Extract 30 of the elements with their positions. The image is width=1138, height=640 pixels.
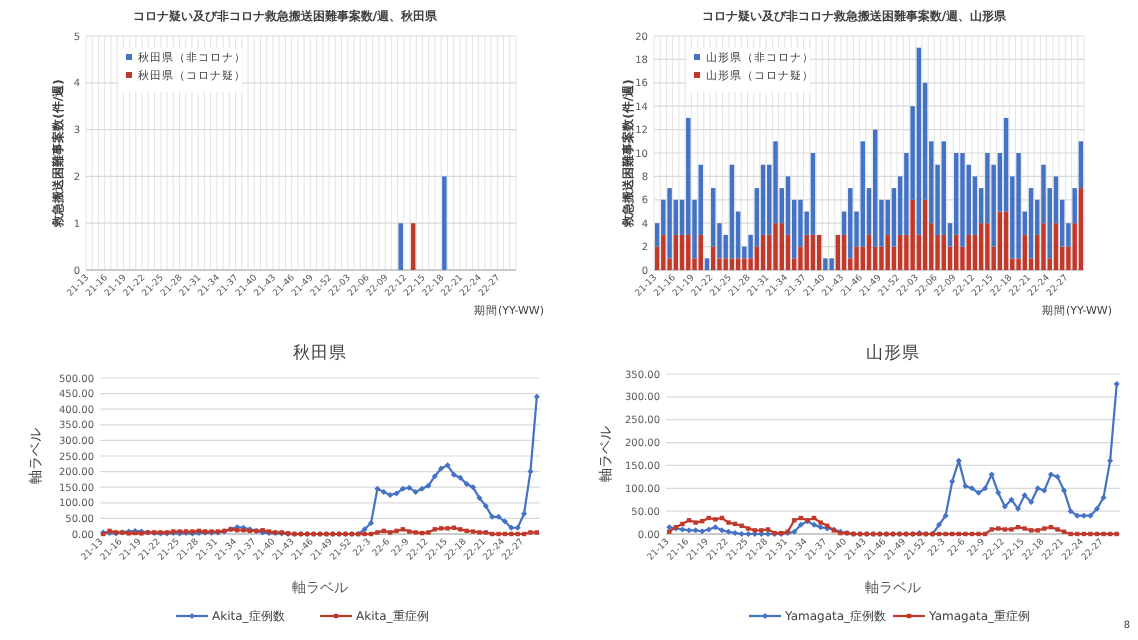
bar [1016, 153, 1021, 259]
bar [978, 223, 984, 270]
bar [885, 234, 890, 270]
bar [848, 188, 853, 259]
bar [729, 258, 735, 270]
bar [804, 234, 809, 270]
chart-title: 山形県 [866, 342, 920, 364]
bar [704, 258, 710, 270]
bar [773, 223, 778, 270]
bar [910, 199, 915, 270]
bar [985, 223, 990, 270]
bar [1041, 223, 1046, 270]
bar [823, 258, 828, 270]
bar [742, 258, 747, 270]
bar [829, 258, 834, 270]
bar [960, 153, 965, 247]
bar [1072, 188, 1077, 224]
bar [698, 234, 703, 270]
bar [667, 188, 672, 259]
bar [661, 234, 666, 270]
bar [779, 223, 784, 270]
bar [723, 258, 728, 270]
bar [860, 141, 866, 247]
chart-title: 秋田県 [293, 342, 347, 364]
bar [735, 258, 741, 270]
bar [686, 234, 691, 270]
bar [854, 246, 859, 270]
bar [1078, 141, 1084, 189]
bar [966, 234, 971, 270]
bar [1053, 223, 1059, 270]
